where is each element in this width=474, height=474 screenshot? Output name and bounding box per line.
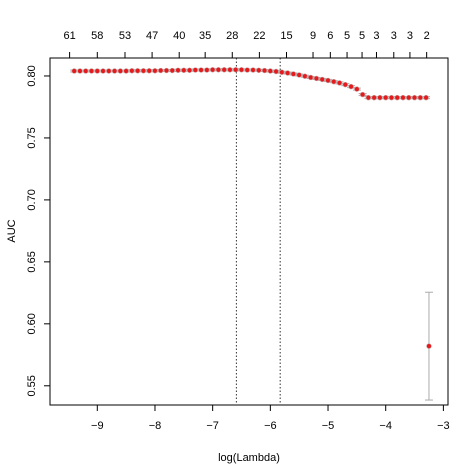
top-tick-label: 22	[253, 30, 265, 42]
point	[123, 68, 129, 74]
point	[134, 68, 141, 74]
top-tick-label: 53	[119, 30, 131, 42]
y-tick-label: 0.65	[26, 251, 38, 272]
top-tick-label: 40	[173, 30, 185, 42]
point	[238, 67, 245, 73]
point	[221, 67, 227, 73]
x-tick-label: −5	[322, 420, 335, 432]
point	[71, 68, 77, 74]
point	[233, 67, 239, 73]
point	[279, 69, 285, 75]
point	[411, 94, 418, 101]
point	[313, 75, 320, 82]
top-tick-label: 6	[327, 30, 333, 42]
point	[296, 72, 302, 78]
point	[406, 94, 412, 101]
point	[152, 68, 158, 74]
top-tick-label: 3	[407, 30, 413, 42]
point	[371, 94, 377, 101]
point	[181, 67, 187, 73]
x-tick-label: −8	[149, 420, 162, 432]
point	[308, 74, 314, 81]
top-tick-label: 28	[226, 30, 238, 42]
point	[163, 67, 170, 74]
point	[186, 67, 193, 73]
x-tick-label: −7	[206, 420, 219, 432]
point	[227, 67, 233, 73]
point	[209, 67, 216, 73]
point	[94, 68, 100, 74]
point	[273, 68, 279, 75]
top-tick-label: 5	[359, 30, 365, 42]
top-tick-label: 5	[344, 30, 350, 42]
plot-box	[49, 57, 449, 406]
top-tick-label: 9	[310, 30, 316, 42]
y-tick-label: 0.70	[26, 189, 38, 210]
point	[140, 68, 147, 74]
point	[106, 68, 112, 74]
top-tick-label: 15	[280, 30, 292, 42]
point	[117, 68, 124, 74]
top-tick-label: 47	[146, 30, 158, 42]
point	[426, 343, 432, 349]
x-tick-label: −6	[264, 420, 277, 432]
point	[88, 68, 95, 74]
point	[83, 68, 89, 74]
point	[400, 94, 406, 101]
point	[377, 94, 383, 101]
point	[365, 94, 372, 101]
y-tick-label: 0.60	[26, 313, 38, 334]
point	[77, 68, 83, 74]
point	[359, 91, 366, 98]
point	[192, 67, 199, 73]
y-tick-label: 0.55	[26, 375, 38, 396]
point	[325, 77, 331, 84]
point	[336, 80, 343, 86]
point	[290, 71, 297, 77]
point	[158, 67, 164, 74]
top-tick-label: 2	[424, 30, 430, 42]
point	[302, 73, 308, 79]
point	[394, 94, 400, 101]
point	[348, 83, 354, 90]
point	[331, 78, 337, 85]
point	[284, 70, 291, 76]
point	[256, 67, 262, 73]
point	[388, 94, 395, 101]
point	[204, 67, 210, 73]
point	[129, 68, 135, 74]
point	[198, 67, 204, 73]
point	[100, 68, 106, 74]
point	[423, 94, 429, 101]
x-tick-label: −9	[91, 420, 104, 432]
y-tick-label: 0.75	[26, 127, 38, 148]
point	[244, 67, 250, 73]
point	[267, 68, 274, 74]
point	[417, 94, 424, 101]
x-tick-label: −4	[379, 420, 392, 432]
point	[250, 67, 256, 73]
point	[383, 94, 389, 101]
point	[111, 68, 118, 74]
top-tick-label: 58	[91, 30, 103, 42]
point	[146, 68, 152, 74]
point	[319, 76, 325, 83]
point	[175, 67, 181, 73]
point	[354, 86, 360, 92]
x-axis-label: log(Lambda)	[218, 452, 280, 464]
point	[169, 67, 175, 74]
point	[215, 67, 222, 73]
point	[261, 67, 268, 74]
y-tick-label: 0.80	[26, 65, 38, 86]
y-axis-label: AUC	[6, 219, 18, 242]
top-tick-label: 3	[391, 30, 397, 42]
top-tick-label: 3	[373, 30, 379, 42]
x-tick-label: −3	[437, 420, 450, 432]
point	[342, 81, 349, 88]
top-tick-label: 35	[199, 30, 211, 42]
top-tick-label: 61	[63, 30, 75, 42]
